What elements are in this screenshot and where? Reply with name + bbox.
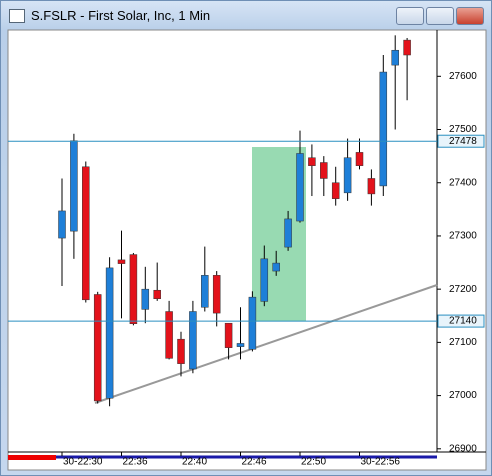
candle-body	[308, 157, 316, 166]
candle-body	[367, 178, 376, 195]
y-tick-label: 27200	[449, 284, 477, 295]
chart-background	[7, 29, 487, 471]
candle-body	[177, 338, 185, 364]
close-button[interactable]	[456, 7, 484, 25]
candle-body	[296, 153, 304, 222]
price-label: 27140	[449, 316, 477, 327]
candle-body	[82, 166, 90, 301]
x-tick-label: 22:50	[301, 457, 326, 468]
trend-line	[94, 284, 438, 404]
window-title: S.FSLR - First Solar, Inc, 1 Min	[31, 8, 211, 23]
candle-body	[284, 218, 292, 248]
price-label-box	[437, 314, 485, 328]
candle-body	[224, 322, 233, 348]
y-tick-label: 27500	[449, 124, 477, 135]
candle-body	[248, 296, 257, 350]
maximize-button[interactable]	[426, 7, 454, 25]
candle-body	[331, 182, 340, 199]
candle-body	[201, 275, 209, 308]
candle-body	[141, 288, 150, 310]
candle-body	[260, 258, 269, 302]
candle-body	[105, 267, 114, 399]
candle-body	[117, 259, 126, 264]
candle-body	[153, 289, 161, 299]
x-tick-label: 22:40	[182, 457, 207, 468]
y-tick-label: 27600	[449, 71, 477, 82]
candle-body	[355, 152, 364, 166]
y-tick-label: 27300	[449, 231, 477, 242]
y-tick-label: 27000	[449, 390, 477, 401]
candle-body	[403, 39, 411, 56]
candle-body	[343, 157, 352, 194]
scrollbar-thumb[interactable]	[8, 455, 56, 460]
candle-body	[93, 294, 102, 402]
candle-body	[58, 210, 66, 239]
candle-body	[70, 140, 78, 232]
price-label: 27478	[449, 136, 477, 147]
x-tick-label: 22:36	[123, 457, 148, 468]
candle-body	[212, 275, 221, 314]
x-tick-label: 30-22:30	[63, 457, 103, 468]
y-tick-label: 27100	[449, 337, 477, 348]
price-label-box	[437, 134, 485, 148]
candle-body	[320, 162, 328, 179]
x-tick-label: 22:46	[242, 457, 267, 468]
window-icon	[9, 9, 25, 23]
candle-body	[391, 49, 399, 66]
candle-body	[129, 254, 138, 325]
y-tick-label: 26900	[449, 443, 477, 454]
y-tick-label: 27400	[449, 177, 477, 188]
candle-body	[379, 71, 388, 187]
candle-body	[189, 311, 197, 370]
candle-body	[272, 262, 280, 272]
minimize-button[interactable]	[396, 7, 424, 25]
candle-body	[236, 343, 245, 347]
candle-body	[165, 311, 173, 359]
x-tick-label: 30-22:56	[361, 457, 401, 468]
